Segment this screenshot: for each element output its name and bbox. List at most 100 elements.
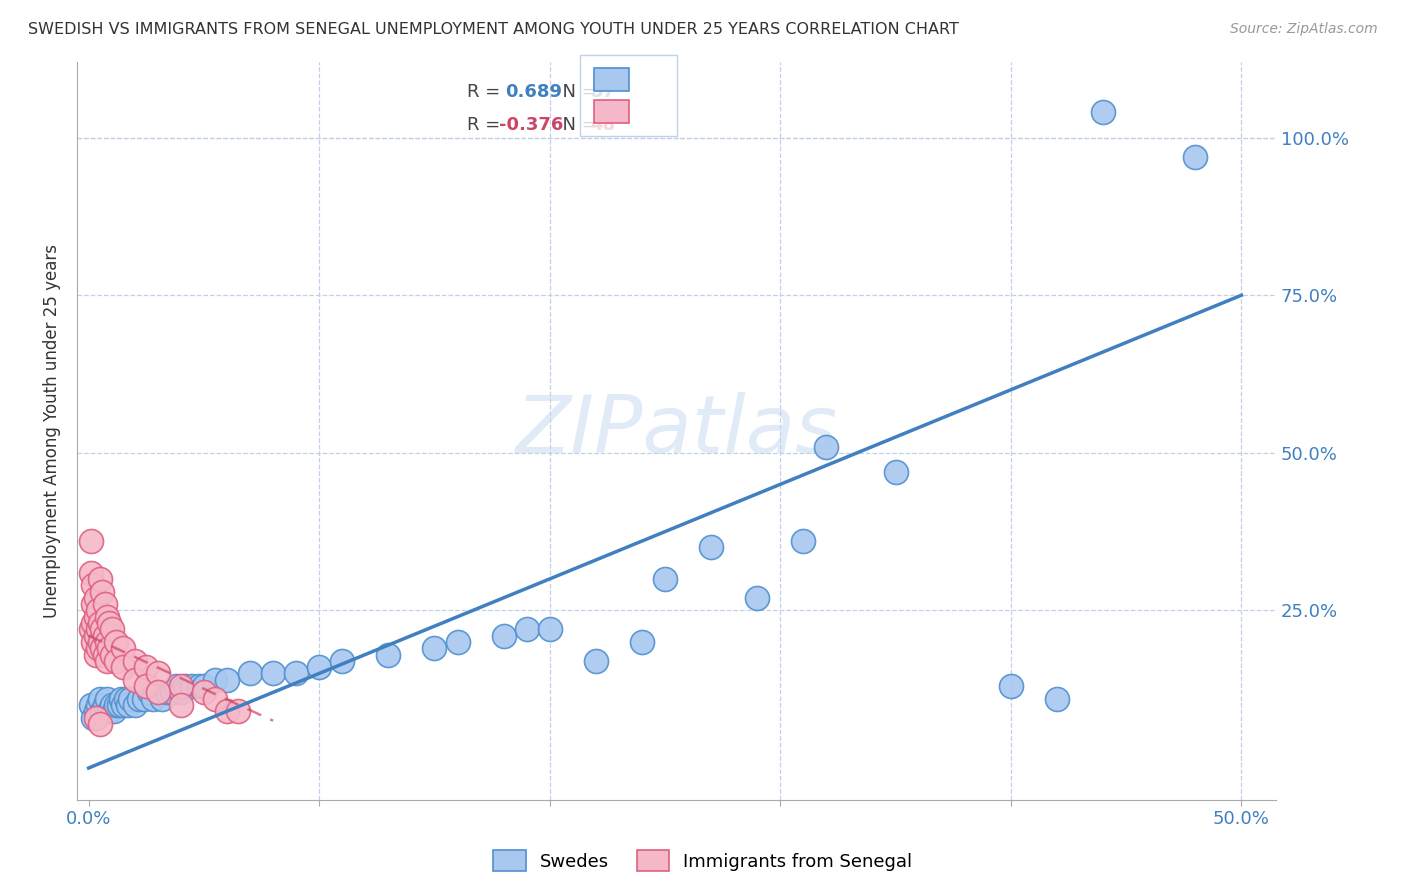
Point: [96, 609, 118, 624]
Point: [84, 710, 107, 724]
Point: [446, 635, 468, 649]
Point: [80, 623, 103, 637]
Point: [100, 623, 122, 637]
Point: [112, 660, 135, 674]
Point: [215, 673, 238, 687]
Point: [285, 666, 308, 681]
Point: [700, 541, 723, 555]
Point: [107, 698, 129, 712]
Point: [105, 698, 128, 712]
Point: [87, 603, 110, 617]
Point: [87, 623, 110, 637]
Point: [128, 691, 150, 706]
Point: [117, 698, 139, 712]
Point: [135, 660, 157, 674]
Point: [815, 440, 838, 454]
Point: [308, 660, 330, 674]
Point: [98, 615, 121, 630]
Point: [146, 685, 169, 699]
Point: [142, 691, 165, 706]
Y-axis label: Unemployment Among Youth under 25 years: Unemployment Among Youth under 25 years: [44, 244, 60, 618]
Point: [215, 704, 238, 718]
Point: [110, 691, 132, 706]
Text: R =: R =: [467, 116, 506, 134]
Point: [96, 691, 118, 706]
Point: [82, 635, 104, 649]
Point: [84, 648, 107, 662]
Point: [747, 591, 769, 605]
Point: [91, 641, 114, 656]
Point: [631, 635, 654, 649]
Point: [87, 641, 110, 656]
Point: [170, 679, 193, 693]
Point: [100, 648, 122, 662]
Point: [94, 648, 117, 662]
Text: SWEDISH VS IMMIGRANTS FROM SENEGAL UNEMPLOYMENT AMONG YOUTH UNDER 25 YEARS CORRE: SWEDISH VS IMMIGRANTS FROM SENEGAL UNEMP…: [28, 22, 959, 37]
Point: [84, 609, 107, 624]
Point: [124, 673, 146, 687]
Point: [181, 679, 204, 693]
Legend: Swedes, Immigrants from Senegal: Swedes, Immigrants from Senegal: [486, 843, 920, 879]
Point: [89, 717, 111, 731]
Point: [262, 666, 284, 681]
Text: Source: ZipAtlas.com: Source: ZipAtlas.com: [1230, 22, 1378, 37]
Point: [80, 698, 103, 712]
Point: [654, 572, 676, 586]
Point: [96, 635, 118, 649]
Point: [94, 597, 117, 611]
Point: [94, 698, 117, 712]
Point: [132, 691, 155, 706]
Point: [423, 641, 446, 656]
Point: [165, 679, 187, 693]
Point: [1046, 691, 1069, 706]
Point: [377, 648, 399, 662]
Text: ZIPatlas: ZIPatlas: [516, 392, 838, 470]
Point: [87, 698, 110, 712]
Point: [96, 654, 118, 668]
Point: [100, 698, 122, 712]
Point: [1092, 105, 1115, 120]
Point: [204, 673, 226, 687]
Point: [170, 685, 193, 699]
Legend:    ,    : ,: [581, 54, 676, 136]
Point: [89, 572, 111, 586]
Text: R =: R =: [467, 83, 512, 101]
Point: [146, 666, 169, 681]
Point: [330, 654, 353, 668]
Point: [204, 691, 226, 706]
Point: [193, 685, 215, 699]
Point: [80, 566, 103, 580]
Text: 0.689: 0.689: [505, 83, 562, 101]
Point: [884, 465, 907, 479]
Point: [492, 629, 515, 643]
Point: [516, 623, 538, 637]
Point: [91, 584, 114, 599]
Point: [98, 641, 121, 656]
Point: [80, 534, 103, 549]
Point: [1184, 150, 1206, 164]
Point: [84, 704, 107, 718]
Text: -0.376: -0.376: [499, 116, 564, 134]
Point: [105, 635, 128, 649]
Point: [138, 685, 160, 699]
Text: 48: 48: [591, 116, 616, 134]
Point: [170, 698, 193, 712]
Point: [91, 704, 114, 718]
Point: [239, 666, 262, 681]
Point: [94, 629, 117, 643]
Point: [135, 679, 157, 693]
Text: N =: N =: [551, 116, 602, 134]
Point: [82, 710, 104, 724]
Point: [114, 691, 136, 706]
Point: [89, 615, 111, 630]
Point: [188, 679, 211, 693]
Point: [105, 654, 128, 668]
Point: [112, 641, 135, 656]
Point: [152, 691, 174, 706]
Text: N =: N =: [551, 83, 602, 101]
Point: [89, 691, 111, 706]
Point: [228, 704, 250, 718]
Point: [124, 654, 146, 668]
Point: [98, 704, 121, 718]
Point: [156, 685, 179, 699]
